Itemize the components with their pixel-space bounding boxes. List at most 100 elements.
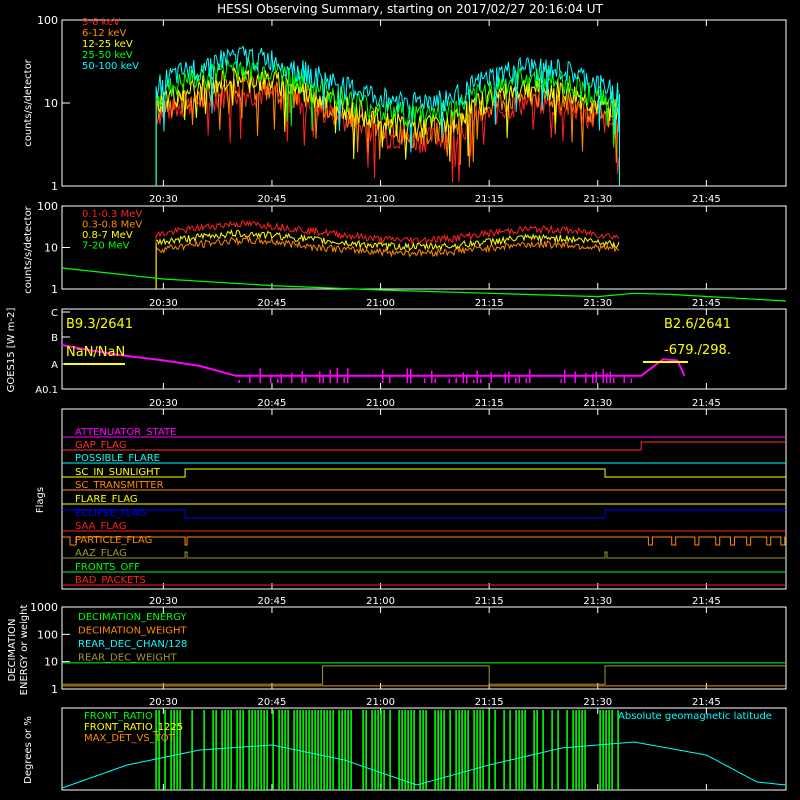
gamma-ytick-label: 1 xyxy=(51,283,58,296)
gamma-ytick-label: 10 xyxy=(44,242,58,255)
xray-series-4 xyxy=(155,45,620,153)
gamma-series-1 xyxy=(155,235,620,258)
decimation-series-3 xyxy=(62,665,786,685)
flag-label-2: POSSIBLE_FLARE xyxy=(75,453,160,464)
x-tick-label: 20:30 xyxy=(149,596,178,607)
x-tick-label: 21:30 xyxy=(583,298,612,309)
x-tick-label: 20:45 xyxy=(258,398,287,409)
goes-series-0 xyxy=(61,267,787,302)
xray-legend-0: 3-6 keV xyxy=(82,17,120,28)
decimation-ylabel-line2: ENERGY or weight xyxy=(19,605,30,696)
decimation-ylabel-line1: DECIMATION xyxy=(7,618,18,681)
flag-label-9: AAZ_FLAG xyxy=(75,548,127,559)
xray-ytick-label: 1 xyxy=(51,180,58,193)
flag-label-6: ECLIPSE_FLAG xyxy=(75,508,146,519)
goes-annotation-right-bottom: -679./298. xyxy=(664,343,731,358)
flag-label-3: SC_IN_SUNLIGHT xyxy=(75,467,161,478)
x-tick-label: 21:00 xyxy=(366,697,395,708)
flag-label-8: PARTICLE_FLAG xyxy=(75,535,152,546)
decimation-legend-0: DECIMATION_ENERGY xyxy=(78,612,187,623)
x-tick-label: 21:15 xyxy=(475,298,504,309)
goes-ytick-label: A0.1 xyxy=(35,385,58,396)
gamma-legend-3: 7-20 MeV xyxy=(82,241,130,252)
gamma-legend-2: 0.8-7 MeV xyxy=(82,230,133,241)
x-tick-label: 20:30 xyxy=(149,194,178,205)
x-tick-label: 21:00 xyxy=(366,194,395,205)
flags-ylabel: Flags xyxy=(35,487,46,513)
goes-annotation-left-bottom: NaN/NaN xyxy=(66,345,125,360)
x-tick-label: 21:45 xyxy=(692,697,721,708)
goes-ylabel: GOES15 [W m-2] xyxy=(6,308,17,393)
flag-label-4: SC_TRANSMITTER xyxy=(75,480,164,491)
decimation-legend-3: REAR_DEC_WEIGHT xyxy=(78,653,177,664)
x-tick-label: 20:45 xyxy=(258,596,287,607)
gamma-ytick-label: 100 xyxy=(37,200,58,213)
goes-panel xyxy=(61,308,787,390)
x-tick-label: 21:45 xyxy=(692,596,721,607)
flag-trace-3 xyxy=(62,468,786,478)
latitude-series xyxy=(61,741,787,789)
x-tick-label: 20:45 xyxy=(258,298,287,309)
decimation-ytick-label: 1 xyxy=(51,683,58,696)
decimation-legend-1: DECIMATION_WEIGHT xyxy=(78,626,187,637)
x-tick-label: 20:30 xyxy=(149,398,178,409)
gamma-legend-1: 0.3-0.8 MeV xyxy=(82,220,142,231)
x-tick-label: 21:15 xyxy=(475,596,504,607)
latitude-annotation: Absolute geomagnetic latitude xyxy=(618,711,772,722)
xray-legend-1: 6-12 keV xyxy=(82,28,126,39)
x-tick-label: 21:30 xyxy=(583,398,612,409)
gamma-series-2 xyxy=(155,229,620,252)
x-tick-label: 21:45 xyxy=(692,398,721,409)
x-tick-label: 21:30 xyxy=(583,194,612,205)
x-tick-label: 21:15 xyxy=(475,398,504,409)
gamma-series-0 xyxy=(155,220,620,246)
decimation-panel xyxy=(61,606,787,690)
xray-legend-2: 12-25 keV xyxy=(82,39,133,50)
flags-panel xyxy=(61,408,787,590)
gamma-ylabel: counts/s/detector xyxy=(23,205,34,293)
xray-legend-4: 50-100 keV xyxy=(82,61,139,72)
ratio-ylabel: Degrees or % xyxy=(23,716,34,784)
decimation-ytick-label: 100 xyxy=(37,628,58,641)
x-tick-label: 21:00 xyxy=(366,298,395,309)
ratio-panel xyxy=(61,707,787,791)
flag-label-7: SAA_FLAG xyxy=(75,521,126,532)
flag-label-11: BAD_PACKETS xyxy=(75,575,146,586)
xray-legend-3: 25-50 keV xyxy=(82,50,133,61)
decimation-ytick-label: 1000 xyxy=(30,601,58,614)
ratio-legend-0: FRONT_RATIO xyxy=(84,711,153,722)
x-tick-label: 21:15 xyxy=(475,697,504,708)
x-tick-label: 21:00 xyxy=(366,596,395,607)
x-tick-label: 20:30 xyxy=(149,697,178,708)
flag-trace-9 xyxy=(62,551,786,559)
xray-ytick-label: 10 xyxy=(44,97,58,110)
x-tick-label: 20:45 xyxy=(258,194,287,205)
goes-ytick-label: C xyxy=(51,308,58,319)
flag-label-0: ATTENUATOR_STATE xyxy=(75,427,176,438)
x-tick-label: 20:45 xyxy=(258,697,287,708)
x-tick-label: 21:30 xyxy=(583,697,612,708)
ratio-legend-2: MAX_DET_VS_TOT xyxy=(84,733,176,744)
x-tick-label: 21:45 xyxy=(692,194,721,205)
decimation-ytick-label: 10 xyxy=(44,656,58,669)
x-tick-label: 21:15 xyxy=(475,194,504,205)
gamma-legend-0: 0.1-0.3 MeV xyxy=(82,209,142,220)
goes-annotation-right-top: B2.6/2641 xyxy=(664,317,731,332)
goes-ytick-label: B xyxy=(51,333,58,344)
decimation-legend-2: REAR_DEC_CHAN/128 xyxy=(78,639,187,650)
xray-ytick-label: 100 xyxy=(37,14,58,27)
flag-trace-6 xyxy=(62,509,786,519)
x-tick-label: 21:30 xyxy=(583,596,612,607)
flag-label-10: FRONTS_OFF xyxy=(75,562,140,573)
figure-title: HESSI Observing Summary, starting on 201… xyxy=(217,2,603,16)
flag-trace-8 xyxy=(62,536,786,546)
x-tick-label: 21:45 xyxy=(692,298,721,309)
goes-annotation-left-top: B9.3/2641 xyxy=(66,317,133,332)
xray-ylabel: counts/s/detector xyxy=(23,58,34,146)
goes-ytick-label: A xyxy=(51,360,58,371)
goes-series-1 xyxy=(61,344,686,377)
flag-trace-1 xyxy=(62,441,786,451)
flag-label-1: GAP_FLAG xyxy=(75,440,127,451)
